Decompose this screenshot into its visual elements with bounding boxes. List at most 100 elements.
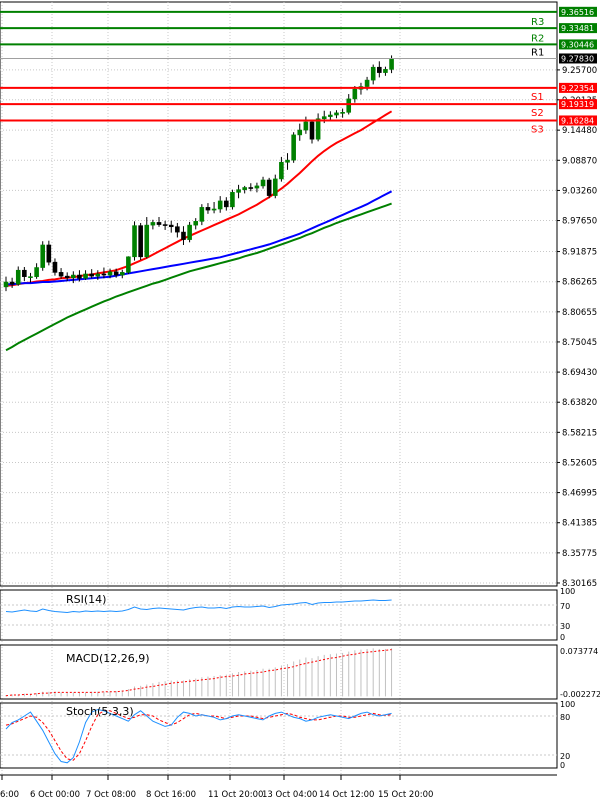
candle (77, 270, 82, 282)
stoch-tick-label: 80 (560, 713, 570, 722)
candle (260, 176, 266, 189)
candle-body-bull (107, 271, 113, 276)
candle (175, 222, 180, 238)
candle-body-bull (83, 273, 88, 279)
level-label: R1 (531, 47, 544, 58)
candle-body-bull (328, 114, 333, 117)
candle (383, 66, 388, 76)
price-tick-label: 8.41385 (562, 519, 597, 529)
level-price-tag (559, 115, 597, 126)
candle (370, 64, 376, 85)
candle-body-bull (15, 269, 21, 285)
level-price-tag (559, 82, 597, 93)
candle-body-bull (364, 79, 370, 87)
macd-pane: MACD(12,26,9) 0.073774 -0.002272 (0, 644, 600, 700)
candle-body-bull (119, 272, 125, 276)
level-price-tag-label: 9.19319 (561, 100, 594, 109)
main-pane: 9.257009.201359.144809.088709.032608.976… (0, 1, 597, 775)
candle (83, 270, 88, 280)
candle-body-bear (138, 225, 143, 258)
candle-body-bull (260, 179, 266, 187)
candle-body-bear (205, 207, 211, 211)
moving-averages (5, 110, 393, 352)
level-price-tag-label: 9.27830 (561, 54, 594, 63)
level-price-tag (559, 39, 597, 50)
candle (236, 184, 241, 199)
candle (205, 203, 211, 214)
time-tick-label: 13 Oct 04:00 (262, 790, 317, 800)
candle (58, 268, 64, 279)
level-price-tag-label: 9.36516 (561, 8, 594, 17)
candle-body-bear (162, 224, 168, 226)
main-pane-frame (0, 1, 558, 587)
candle (95, 270, 101, 280)
candle (46, 240, 52, 266)
candle (101, 267, 107, 279)
level-label: R2 (531, 33, 544, 44)
time-tick-label: 6 Oct 00:00 (30, 790, 80, 800)
time-tick-label: 6:00 (0, 790, 19, 800)
level-price-tag-label: 9.22354 (561, 84, 594, 93)
candle-body-bear (309, 121, 315, 140)
stoch-pane: Stoch(5,3,3) 100 80 200 (0, 700, 575, 770)
candle-body-bear (181, 231, 186, 240)
rsi-pane: RSI(14) 100 70 30 0 (0, 587, 575, 642)
price-tick-label: 8.80655 (562, 308, 597, 318)
rsi-pane-frame (0, 589, 558, 641)
candle (144, 217, 150, 259)
candle-body-bear (52, 261, 58, 273)
candle (52, 258, 58, 276)
candle (193, 218, 199, 230)
candle-body-bull (126, 256, 131, 273)
candle (119, 269, 125, 279)
price-tick-label: 8.63820 (562, 398, 597, 408)
stoch-tick-label: 0 (560, 761, 565, 770)
candle-body-bull (193, 221, 199, 226)
candle (132, 221, 137, 261)
candle-body-bear (46, 244, 52, 263)
candle (266, 177, 272, 199)
macd-histogram (5, 648, 393, 697)
candle-body-bear (175, 226, 180, 233)
price-tick-label: 8.35775 (562, 549, 597, 559)
candle-body-bear (224, 200, 229, 208)
level-price-tag (559, 99, 597, 110)
candle-body-bear (377, 66, 382, 73)
candle-body-bull (3, 281, 9, 288)
candle-body-bull (340, 112, 345, 114)
candle-body-bull (217, 200, 223, 210)
candle-body-bear (113, 271, 119, 276)
candle-body-bull (389, 58, 394, 70)
candle (150, 219, 156, 230)
level-price-tag (559, 23, 597, 34)
price-tick-label: 8.86265 (562, 278, 597, 288)
candle-body-bull (211, 208, 217, 211)
price-tick-label: 8.97650 (562, 217, 597, 227)
candle-body-bear (266, 179, 272, 196)
candle (340, 108, 345, 118)
candle (230, 189, 235, 210)
level-label: S1 (531, 92, 544, 103)
candle (113, 268, 119, 278)
candle-body-bull (303, 121, 309, 131)
candle-body-bull (272, 178, 278, 196)
time-tick-label: 14 Oct 12:00 (319, 790, 374, 800)
macd-signal-line (5, 649, 392, 697)
candle-body-bear (77, 274, 82, 279)
price-tick-label: 8.58215 (562, 428, 597, 438)
candle (28, 272, 33, 283)
candle (254, 182, 260, 193)
candle (156, 217, 162, 227)
candle-body-bear (58, 272, 64, 277)
candle (297, 123, 303, 141)
time-tick-label: 8 Oct 16:00 (146, 790, 196, 800)
candle-body-bull (28, 276, 33, 278)
candle (211, 202, 217, 214)
level-label: R3 (531, 17, 544, 28)
price-tick-label: 9.08870 (562, 156, 597, 166)
candle (22, 267, 27, 281)
candle-body-bear (9, 281, 15, 285)
candle (279, 156, 284, 182)
price-tick-label: 8.75045 (562, 338, 597, 348)
